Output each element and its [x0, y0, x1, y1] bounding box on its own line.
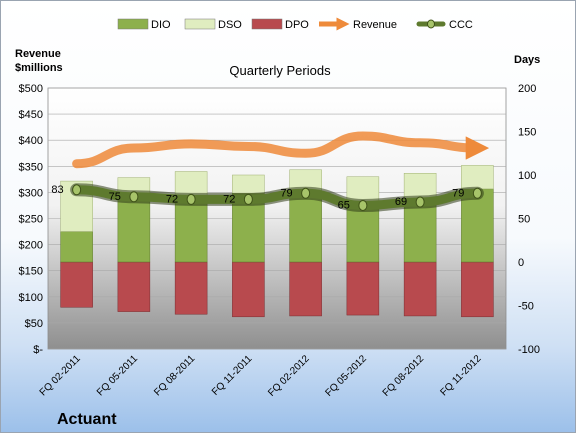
right-axis-title: Days — [514, 54, 540, 66]
left-tick-label: $350 — [19, 161, 43, 173]
category-label: FQ 02-2011 — [38, 353, 83, 398]
legend-swatch-dio — [117, 18, 149, 30]
right-tick-label: 100 — [518, 170, 536, 182]
dso-bar — [461, 165, 494, 190]
left-tick-label: $- — [33, 344, 43, 356]
legend-label: DSO — [218, 19, 242, 31]
legend-label: CCC — [449, 19, 473, 31]
ccc-data-label: 75 — [109, 191, 121, 203]
ccc-point — [72, 184, 82, 196]
right-tick-label: -100 — [518, 344, 540, 356]
legend-swatch-dpo — [251, 18, 283, 30]
left-axis-title-line-1: Revenue — [15, 48, 61, 60]
revenue-line — [72, 131, 490, 169]
category-label: FQ 08-2012 — [381, 353, 427, 399]
left-tick-label: $100 — [19, 292, 43, 304]
ccc-point — [472, 187, 482, 199]
ccc-data-label: 79 — [452, 187, 464, 199]
ccc-point — [301, 187, 311, 199]
legend-swatch-dso — [184, 18, 216, 30]
dso-bar — [232, 174, 265, 194]
left-tick-label: $450 — [19, 109, 43, 121]
dio-bar — [461, 188, 494, 263]
dio-bar — [346, 201, 380, 263]
ccc-data-label: 79 — [280, 187, 292, 199]
ccc-data-label: 83 — [51, 184, 63, 196]
category-label: FQ 05-2012 — [323, 353, 369, 399]
left-tick-label: $500 — [19, 83, 43, 95]
dpo-bar — [403, 261, 437, 317]
ccc-point — [415, 196, 425, 208]
dpo-bar — [346, 261, 380, 316]
category-label: FQ 08-2011 — [152, 353, 197, 398]
ccc-data-label: 72 — [166, 193, 178, 205]
right-tick-label: 50 — [518, 214, 530, 226]
left-tick-label: $150 — [19, 266, 43, 278]
ccc-point — [129, 191, 139, 203]
legend-swatch-ccc-point — [427, 19, 435, 29]
left-tick-label: $300 — [19, 187, 43, 199]
dso-bar — [403, 173, 437, 199]
left-tick-label: $50 — [25, 318, 43, 330]
dso-bar — [174, 171, 208, 198]
legend-label: DIO — [151, 19, 171, 31]
dpo-bar — [117, 261, 151, 312]
dio-bar — [174, 196, 208, 263]
ccc-data-label: 69 — [395, 196, 407, 208]
left-axis-title-line-2: $millions — [15, 62, 63, 74]
legend-label: Revenue — [353, 19, 397, 31]
left-tick-label: $400 — [19, 135, 43, 147]
dio-bar — [403, 198, 437, 263]
ccc-point — [186, 193, 196, 205]
left-tick-label: $250 — [19, 214, 43, 226]
dpo-bar — [289, 261, 322, 317]
category-label: FQ 11-2011 — [210, 353, 255, 398]
left-tick-label: $200 — [19, 240, 43, 252]
category-label: FQ 05-2011 — [95, 353, 140, 398]
legend-label: DPO — [285, 19, 309, 31]
ccc-point — [358, 199, 368, 211]
dso-bar — [346, 176, 380, 203]
dio-bar — [60, 231, 93, 263]
right-tick-label: 0 — [518, 257, 524, 269]
right-tick-label: 150 — [518, 127, 536, 139]
dpo-bar — [461, 261, 494, 318]
dpo-bar — [60, 261, 93, 308]
ccc-point — [243, 193, 253, 205]
dpo-bar — [174, 261, 208, 315]
dpo-bar — [232, 261, 265, 318]
dio-bar — [289, 196, 322, 263]
ccc-data-label: 72 — [223, 193, 235, 205]
category-label: FQ 11-2012 — [439, 353, 484, 398]
chart-title: Quarterly Periods — [229, 63, 331, 78]
company-name: Actuant — [57, 411, 117, 428]
right-tick-label: -50 — [518, 301, 534, 313]
ccc-data-label: 65 — [338, 199, 350, 211]
right-tick-label: 200 — [518, 83, 536, 95]
dio-bar — [117, 195, 151, 263]
category-label: FQ 02-2012 — [266, 353, 312, 399]
